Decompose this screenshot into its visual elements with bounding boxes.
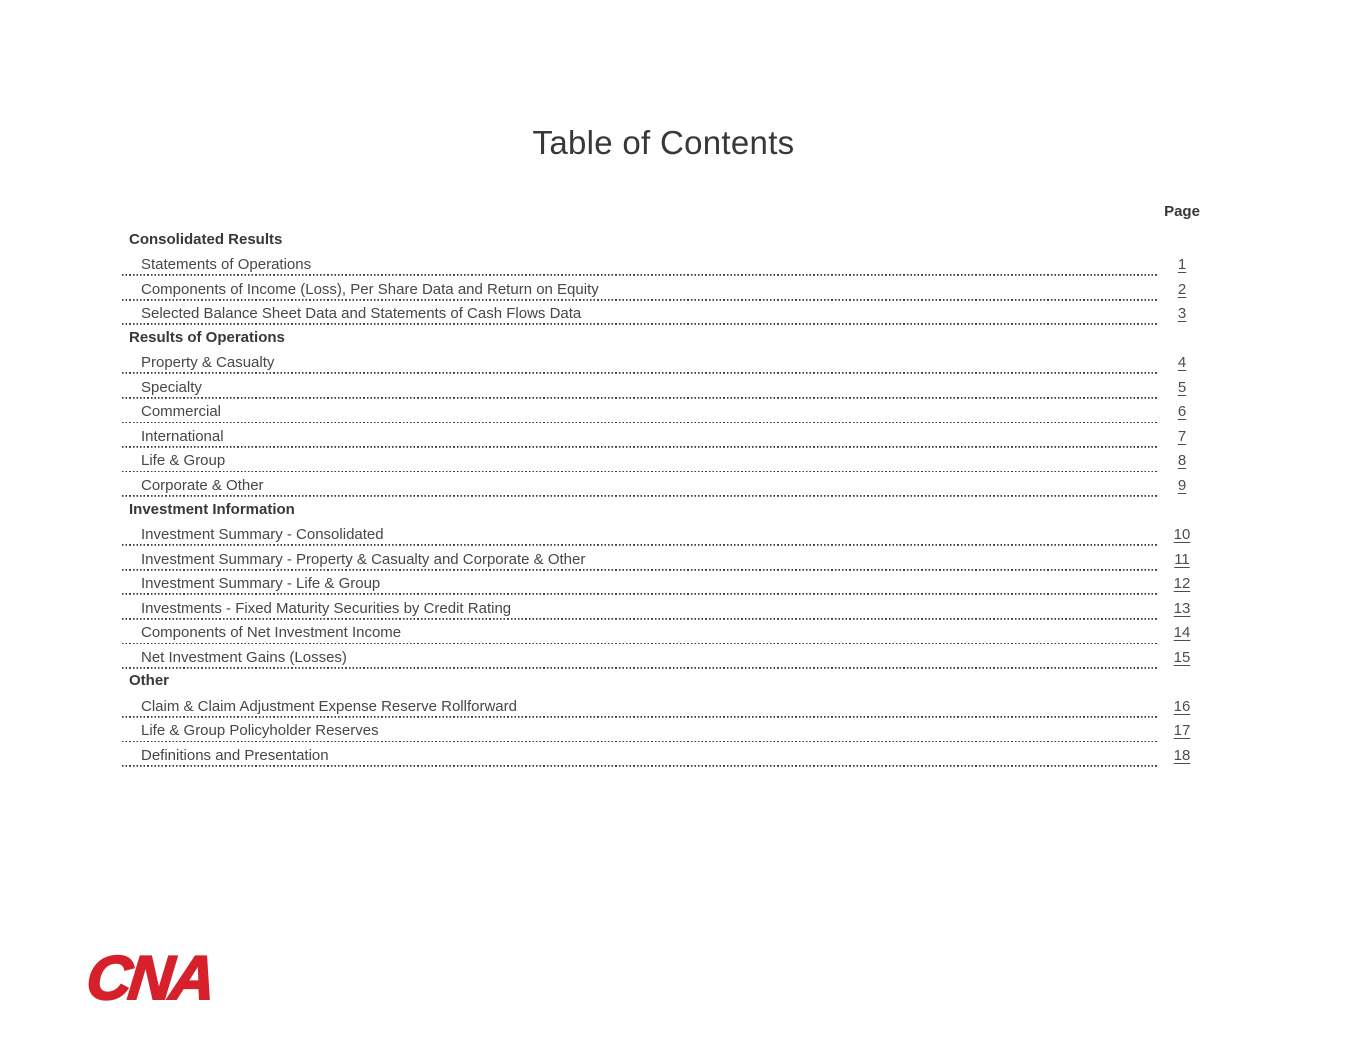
toc-page-cell: 13 [1159, 600, 1205, 620]
toc-row: Investment Summary - Life & Group 12 [122, 571, 1205, 596]
toc-item-label: Life & Group Policyholder Reserves [122, 722, 1159, 743]
toc-row: Commercial 6 [122, 399, 1205, 424]
toc-page-link[interactable]: 9 [1177, 477, 1187, 495]
toc-page-link[interactable]: 7 [1177, 427, 1187, 445]
toc-page-link[interactable]: 6 [1177, 403, 1187, 421]
toc-section-header-row: Other [122, 669, 1205, 694]
toc-page-cell: 4 [1159, 354, 1205, 374]
toc-page-link[interactable]: 11 [1174, 550, 1190, 568]
toc-page-cell: 14 [1159, 624, 1205, 644]
toc-row: Net Investment Gains (Losses) 15 [122, 644, 1205, 669]
toc-section-header-row: Consolidated Results [122, 227, 1205, 252]
toc-page-link[interactable]: 2 [1177, 280, 1187, 298]
page-title: Table of Contents [532, 124, 795, 161]
cna-logo: CNA [82, 943, 217, 1014]
toc-page-cell: 12 [1159, 575, 1205, 595]
toc-item-label: Commercial [122, 403, 1159, 424]
toc-page-link[interactable]: 18 [1173, 747, 1191, 765]
toc-page-cell: 5 [1159, 379, 1205, 399]
toc-item-label: Property & Casualty [122, 354, 1159, 375]
toc-page-link[interactable]: 13 [1173, 599, 1191, 617]
toc-item-label: Specialty [122, 378, 1159, 399]
page-column-header: Page [1164, 203, 1200, 220]
toc-row: Corporate & Other 9 [122, 472, 1205, 498]
toc-item-label: Life & Group [122, 452, 1159, 473]
toc-item-label: Investment Summary - Life & Group [122, 575, 1159, 596]
toc-item-label: Components of Net Investment Income [122, 624, 1159, 645]
toc-row: Investment Summary - Consolidated 10 [122, 522, 1205, 547]
toc-page-link[interactable]: 14 [1173, 624, 1191, 642]
toc-page-cell: 9 [1159, 477, 1205, 497]
table-of-contents: Consolidated Results Statements of Operat… [122, 227, 1205, 768]
toc-page-cell: 1 [1159, 256, 1205, 276]
toc-page-link[interactable]: 1 [1177, 256, 1187, 274]
toc-section-header-label: Investment Information [129, 500, 295, 518]
toc-row: Specialty 5 [122, 374, 1205, 399]
toc-item-label: Investment Summary - Property & Casualty… [122, 550, 1159, 571]
toc-page-cell: 16 [1159, 698, 1205, 718]
toc-page-link[interactable]: 15 [1173, 648, 1191, 666]
toc-page-link[interactable]: 17 [1173, 722, 1191, 740]
toc-page-cell: 2 [1159, 281, 1205, 301]
toc-row: Investments - Fixed Maturity Securities … [122, 595, 1205, 620]
toc-row: International 7 [122, 423, 1205, 448]
toc-row: Components of Net Investment Income 14 [122, 620, 1205, 645]
toc-page-cell: 18 [1159, 747, 1205, 767]
toc-row: Property & Casualty 4 [122, 350, 1205, 375]
toc-page-cell: 7 [1159, 428, 1205, 448]
toc-page-link[interactable]: 12 [1173, 575, 1191, 593]
toc-page-cell: 6 [1159, 403, 1205, 423]
toc-row: Claim & Claim Adjustment Expense Reserve… [122, 693, 1205, 718]
toc-page-cell: 3 [1159, 305, 1205, 325]
toc-page-cell: 11 [1159, 551, 1205, 571]
toc-page-link[interactable]: 4 [1177, 354, 1187, 372]
toc-page-link[interactable]: 3 [1177, 305, 1187, 323]
toc-row: Selected Balance Sheet Data and Statemen… [122, 301, 1205, 326]
toc-page-link[interactable]: 10 [1173, 526, 1191, 544]
toc-row: Statements of Operations 1 [122, 252, 1205, 277]
toc-section-header-row: Results of Operations [122, 325, 1205, 350]
toc-row: Life & Group Policyholder Reserves 17 [122, 718, 1205, 743]
toc-section-header-label: Other [129, 672, 170, 690]
toc-row: Investment Summary - Property & Casualty… [122, 546, 1205, 571]
toc-item-label: Statements of Operations [122, 256, 1159, 277]
toc-page-cell: 8 [1159, 452, 1205, 472]
toc-item-label: Components of Income (Loss), Per Share D… [122, 280, 1159, 301]
toc-page-cell: 17 [1159, 722, 1205, 742]
toc-section-header-row: Investment Information [122, 497, 1205, 522]
toc-page-link[interactable]: 16 [1173, 697, 1191, 715]
toc-row: Components of Income (Loss), Per Share D… [122, 276, 1205, 301]
toc-section-header-label: Results of Operations [129, 328, 285, 346]
toc-page-link[interactable]: 5 [1177, 378, 1187, 396]
toc-row: Life & Group 8 [122, 448, 1205, 473]
toc-item-label: Investments - Fixed Maturity Securities … [122, 599, 1159, 620]
toc-row: Definitions and Presentation 18 [122, 742, 1205, 768]
toc-item-label: Investment Summary - Consolidated [122, 526, 1159, 547]
toc-item-label: Claim & Claim Adjustment Expense Reserve… [122, 697, 1159, 718]
toc-item-label: Definitions and Presentation [122, 747, 1159, 768]
toc-section-header-label: Consolidated Results [129, 230, 283, 248]
toc-page-cell: 10 [1159, 526, 1205, 546]
toc-page-cell: 15 [1159, 649, 1205, 669]
toc-page-link[interactable]: 8 [1177, 452, 1187, 470]
toc-item-label: Selected Balance Sheet Data and Statemen… [122, 305, 1159, 326]
toc-item-label: Corporate & Other [122, 477, 1159, 498]
toc-item-label: Net Investment Gains (Losses) [122, 648, 1159, 669]
toc-item-label: International [122, 427, 1159, 448]
